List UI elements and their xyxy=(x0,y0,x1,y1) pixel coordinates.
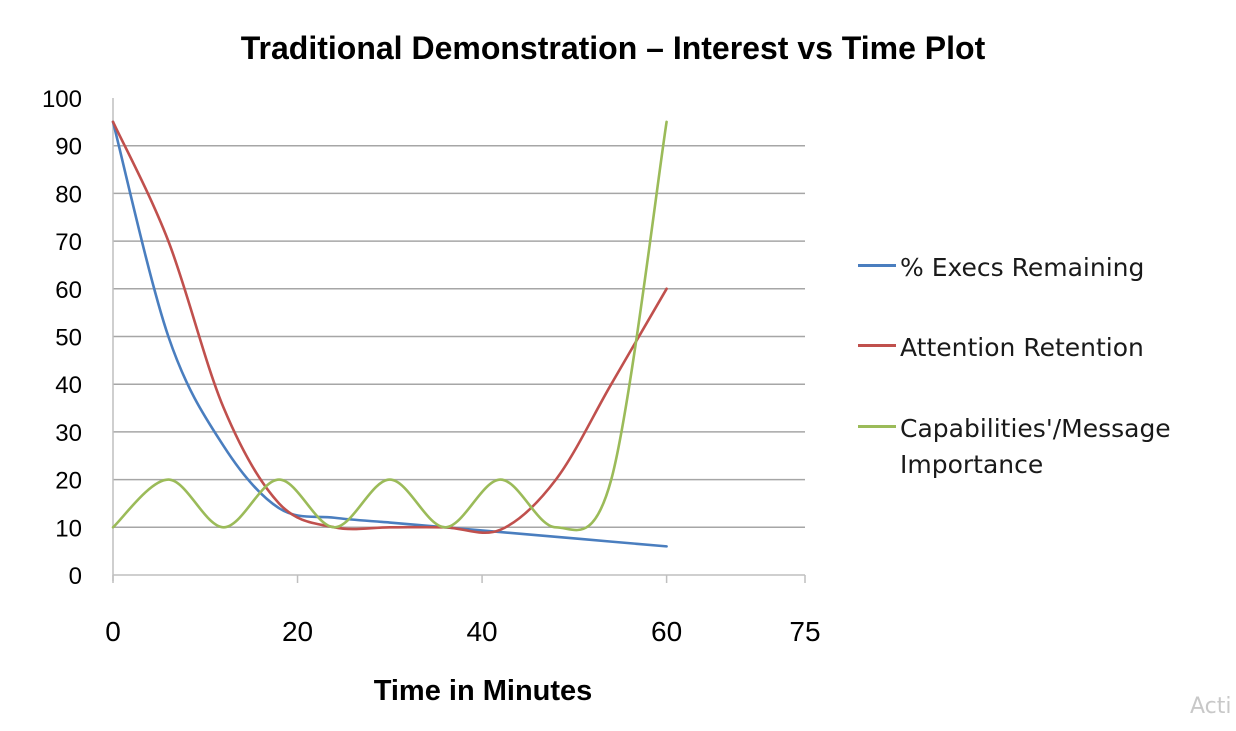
y-tick-label-40: 40 xyxy=(55,372,82,399)
y-tick-label-70: 70 xyxy=(55,229,82,256)
y-tick-label-90: 90 xyxy=(55,134,82,161)
legend-swatch-attention xyxy=(858,344,896,347)
y-tick-label-30: 30 xyxy=(55,420,82,447)
gridlines xyxy=(113,144,805,529)
y-tick-label-80: 80 xyxy=(55,181,82,208)
y-tick-label-10: 10 xyxy=(55,515,82,542)
legend-swatch-capabilities xyxy=(858,425,896,428)
axes xyxy=(112,98,806,583)
y-tick-labels: 0 10 20 30 40 50 60 70 80 90 100 xyxy=(42,86,82,590)
legend-swatch-execs xyxy=(858,264,896,267)
series-lines xyxy=(111,120,668,548)
chart-title: Traditional Demonstration – Interest vs … xyxy=(240,30,986,66)
y-tick-label-0: 0 xyxy=(69,563,82,590)
watermark-text: Acti xyxy=(1190,694,1232,719)
series-line-2 xyxy=(111,120,668,535)
x-tick-label-20: 20 xyxy=(282,616,313,647)
legend-label-attention: Attention Retention xyxy=(900,333,1144,362)
y-tick-label-50: 50 xyxy=(55,325,82,352)
x-axis-title: Time in Minutes xyxy=(373,675,593,707)
legend-label-execs: % Execs Remaining xyxy=(900,253,1145,282)
series-line-3 xyxy=(111,120,668,532)
x-tick-label-75: 75 xyxy=(789,616,820,647)
y-tick-label-20: 20 xyxy=(55,468,82,495)
x-tick-label-40: 40 xyxy=(466,616,497,647)
y-tick-label-100: 100 xyxy=(42,86,82,113)
x-tick-labels: 0 20 40 60 75 xyxy=(105,616,820,647)
x-tick-label-60: 60 xyxy=(651,616,682,647)
x-tick-label-0: 0 xyxy=(105,616,121,647)
series-line-1 xyxy=(111,120,668,548)
y-tick-label-60: 60 xyxy=(55,277,82,304)
legend-label-capabilities-line1: Capabilities'/Message xyxy=(900,414,1171,443)
legend-label-capabilities-line2: Importance xyxy=(900,450,1044,479)
